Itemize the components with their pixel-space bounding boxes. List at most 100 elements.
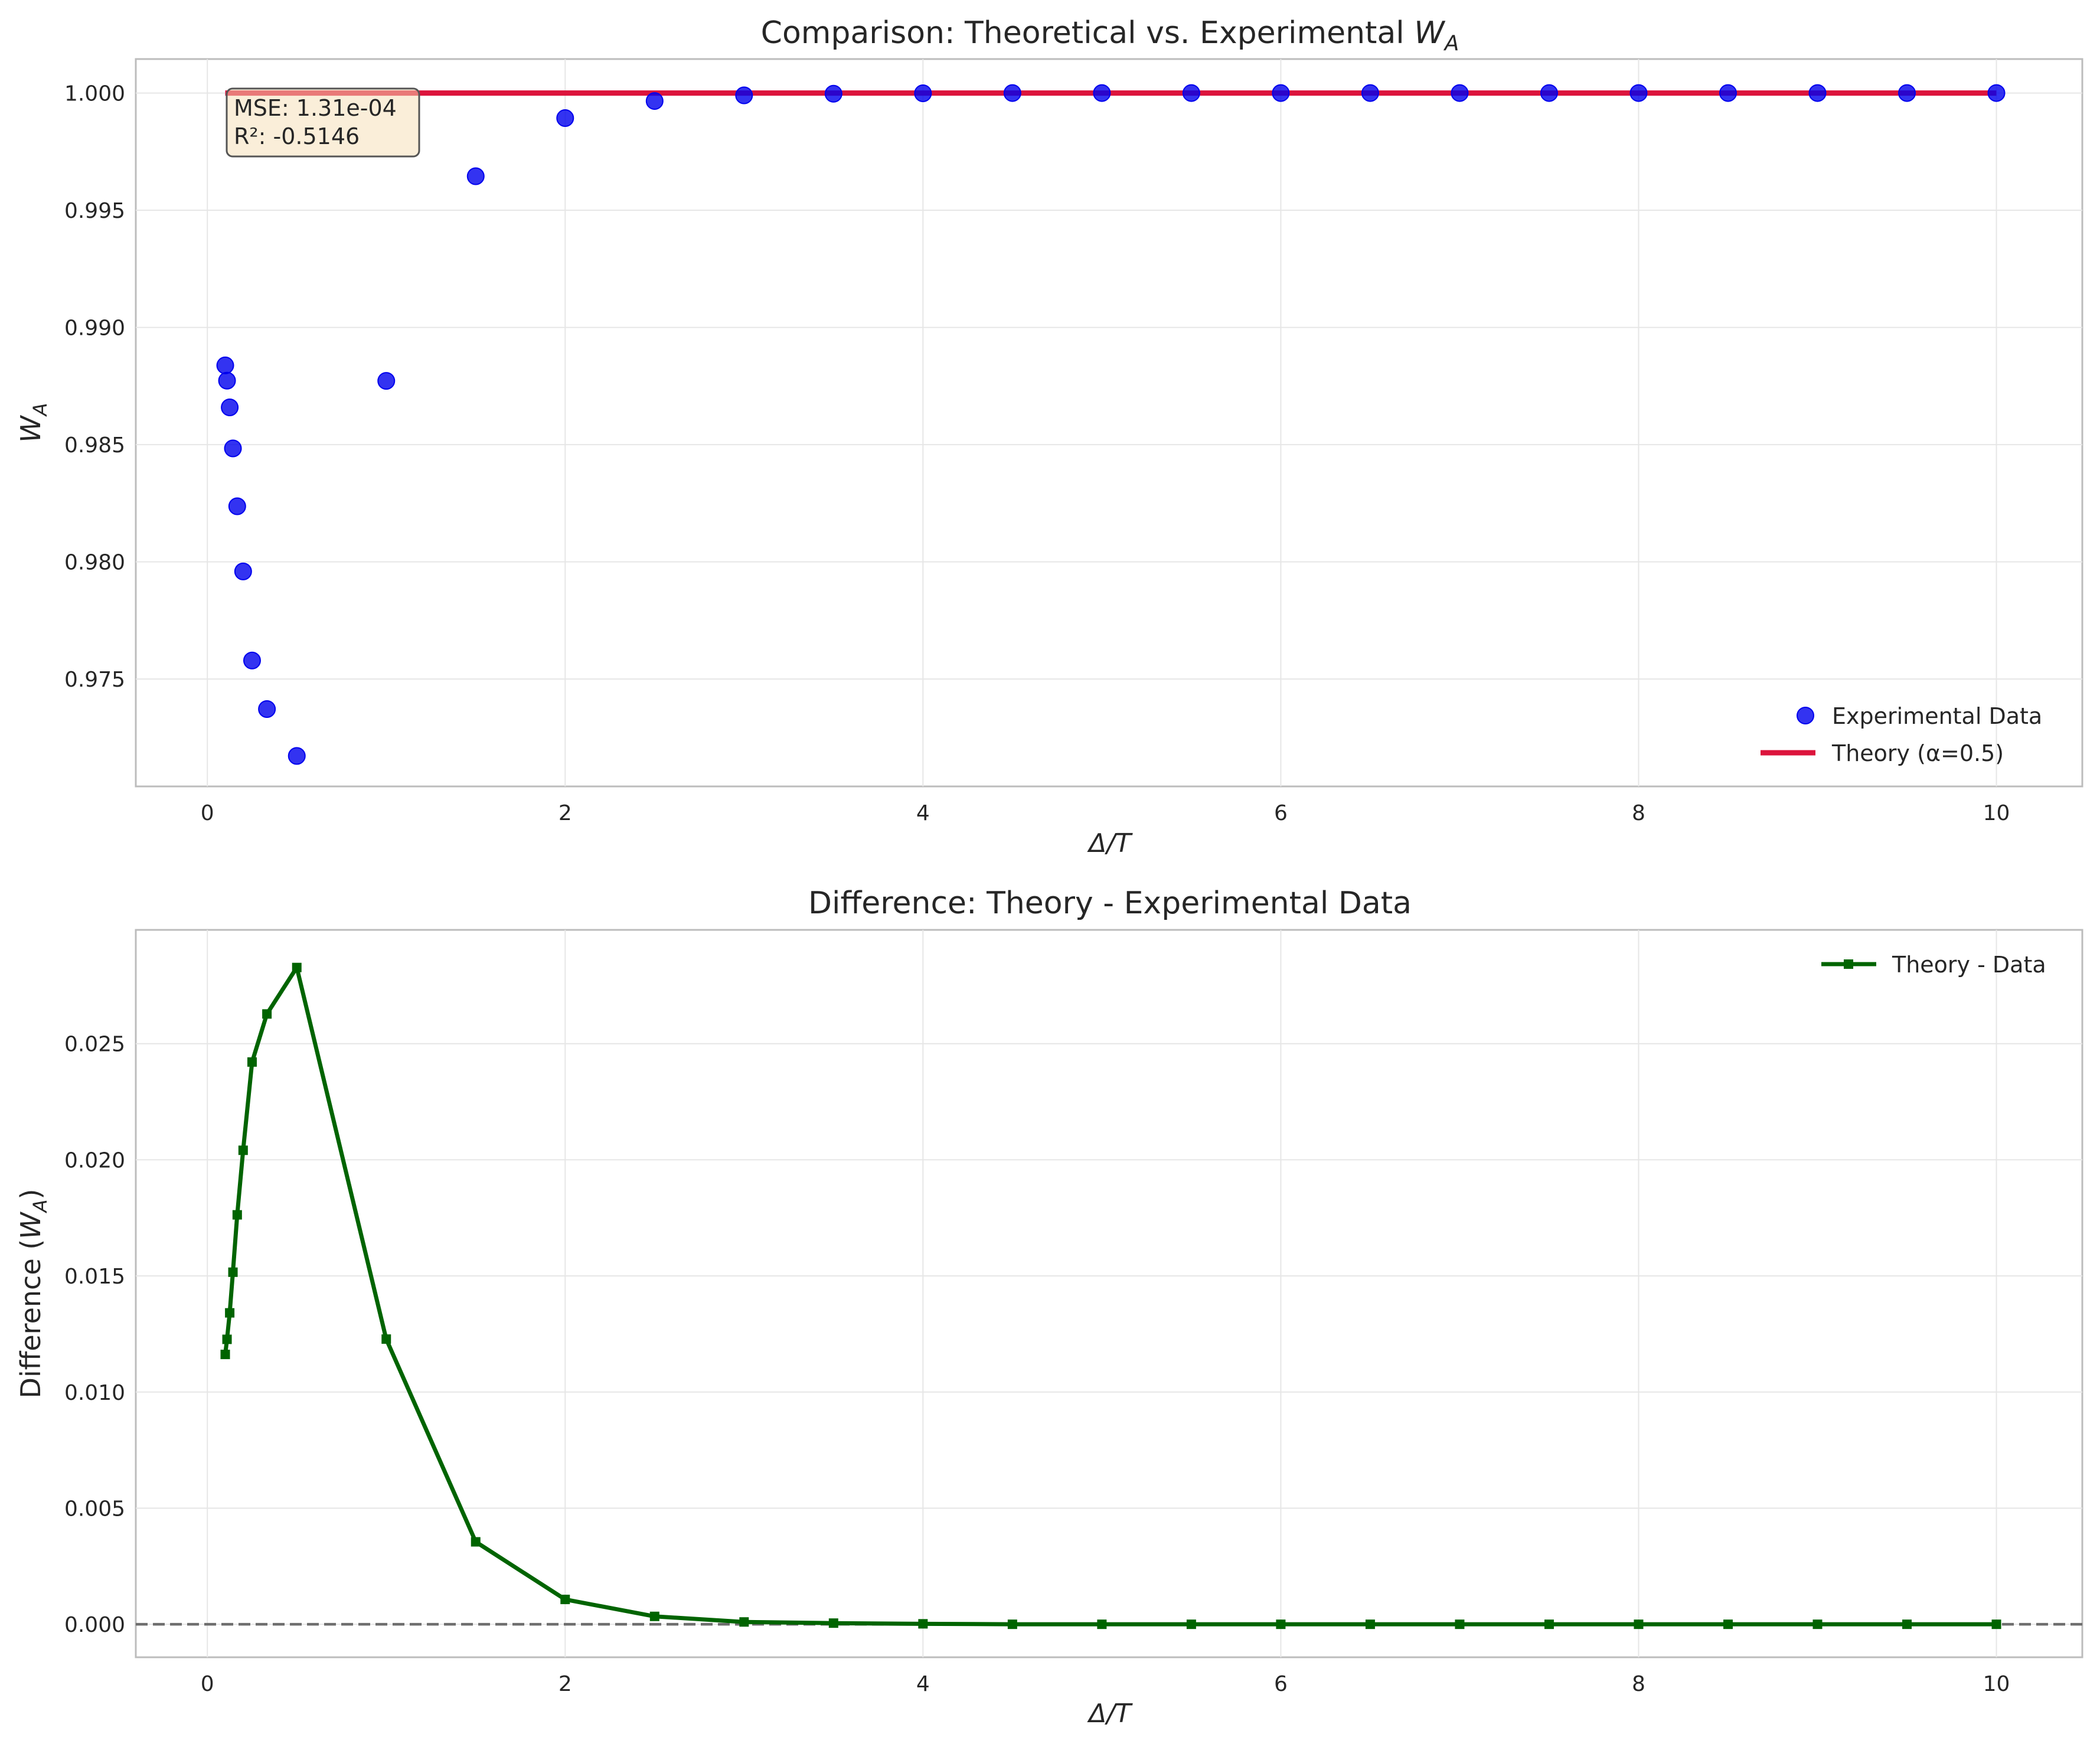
bottom-data-marker [1186,1619,1196,1630]
top-data-point [1272,84,1290,102]
top-chart-title: Comparison: Theoretical vs. Experimental… [761,15,1459,55]
stats-mse: MSE: 1.31e-04 [234,95,397,121]
bottom-data-marker [1991,1619,2001,1630]
top-data-point [288,747,306,765]
top-y-tick-label: 1.000 [64,82,125,106]
bottom-x-tick-label: 10 [1983,1672,2010,1696]
top-grid [136,59,2082,786]
top-data-point [228,497,246,515]
top-data-point [1451,84,1469,102]
top-legend: Experimental Data Theory (α=0.5) [1761,703,2042,766]
bottom-data-marker [1365,1619,1375,1630]
bottom-series [136,962,2082,1630]
bottom-data-marker [1544,1619,1554,1630]
bottom-data-marker [232,1210,242,1220]
bottom-data-marker [228,1267,238,1277]
bottom-y-tick-label: 0.025 [64,1033,125,1057]
top-data-point [1182,84,1200,102]
legend-experimental-label: Experimental Data [1832,703,2042,729]
bottom-data-marker [247,1057,257,1067]
top-data-point [824,84,842,103]
comparison-panel: 0 2 4 6 8 10 0.975 0.980 0.985 0.990 0.995 1.000 Co… [15,15,2083,858]
top-data-point [1540,84,1558,102]
bottom-y-tick-label: 0.010 [64,1381,125,1405]
bottom-x-tick-label: 4 [916,1672,930,1696]
bottom-data-marker [1812,1619,1823,1630]
top-x-tick-label: 4 [916,801,930,825]
top-data-point [1003,84,1021,102]
bottom-data-marker [262,1009,272,1019]
top-data-point [258,700,276,718]
legend-experimental-marker [1797,707,1814,724]
bottom-data-marker [220,1350,230,1360]
bottom-data-marker [1723,1619,1733,1630]
bottom-data-marker [225,1308,235,1318]
top-x-tick-label: 2 [559,801,572,825]
stats-box-background [226,87,420,158]
top-x-axis-label: Δ/T [1087,828,1133,858]
top-data-point [1719,84,1737,102]
top-data-point [218,371,236,390]
top-data-point [1093,84,1111,102]
top-data-point [1361,84,1379,102]
top-x-tick-label: 0 [201,801,214,825]
bottom-y-tick-label: 0.005 [64,1497,125,1521]
top-data-point [234,562,252,580]
bottom-data-marker [1007,1619,1017,1630]
bottom-y-axis-label: Difference (WA) [15,1188,51,1398]
top-plot-area [135,58,2083,788]
bottom-series-line-0 [223,965,1998,1627]
top-y-tick-label: 0.975 [64,668,125,692]
top-x-tick-label: 8 [1632,801,1645,825]
bottom-x-axis-label: Δ/T [1087,1699,1133,1729]
top-y-tick-label: 0.990 [64,316,125,341]
bottom-x-tick-label: 6 [1274,1672,1288,1696]
bottom-y-tick-label: 0.000 [64,1613,125,1637]
bottom-data-marker [238,1145,248,1155]
bottom-data-marker [381,1334,391,1344]
bottom-chart-title: Difference: Theory - Experimental Data [808,886,1412,921]
bottom-data-marker [1097,1619,1107,1630]
legend-difference-label: Theory - Data [1892,952,2046,978]
bottom-data-marker [222,1334,232,1344]
bottom-y-tick-label: 0.015 [64,1265,125,1289]
stats-box: MSE: 1.31e-04 R²: -0.5146 [226,87,420,158]
bottom-x-tick-label: 8 [1632,1672,1645,1696]
top-data-point [243,651,261,670]
top-data-point [556,109,574,128]
bottom-ticks: 0 2 4 6 8 10 0.000 0.005 0.010 0.015 0.020 0.025 [64,1033,2010,1696]
top-ticks: 0 2 4 6 8 10 0.975 0.980 0.985 0.990 0.995 1.000 [64,82,2010,825]
bottom-x-tick-label: 2 [559,1672,572,1696]
top-data-point [1987,84,2006,102]
bottom-data-marker [1455,1619,1465,1630]
top-data-point [216,356,234,374]
top-y-tick-label: 0.980 [64,551,125,575]
top-data-point [377,372,396,390]
bottom-data-marker [1634,1619,1644,1630]
bottom-data-marker [739,1617,749,1627]
legend-theory-label: Theory (α=0.5) [1831,740,2004,766]
top-data-point [1808,84,1827,102]
top-series [216,84,2006,765]
top-y-axis-label: WA [15,403,51,442]
top-y-tick-label: 0.995 [64,199,125,223]
bottom-data-marker [471,1537,481,1547]
bottom-x-tick-label: 0 [201,1672,214,1696]
top-x-tick-label: 6 [1274,801,1288,825]
bottom-data-marker [918,1619,928,1629]
bottom-data-marker [560,1595,570,1605]
top-data-point [1629,84,1648,102]
top-data-point [914,84,932,102]
top-x-tick-label: 10 [1983,801,2010,825]
bottom-y-tick-label: 0.020 [64,1148,125,1173]
bottom-data-marker [828,1618,838,1628]
bottom-data-marker [649,1611,659,1621]
bottom-plot-area [135,929,2083,1658]
top-y-tick-label: 0.985 [64,433,125,458]
top-data-point [735,86,753,105]
top-data-point [224,439,242,458]
top-data-point [645,92,664,110]
bottom-data-marker [292,962,302,972]
stats-r2: R²: -0.5146 [234,123,360,149]
